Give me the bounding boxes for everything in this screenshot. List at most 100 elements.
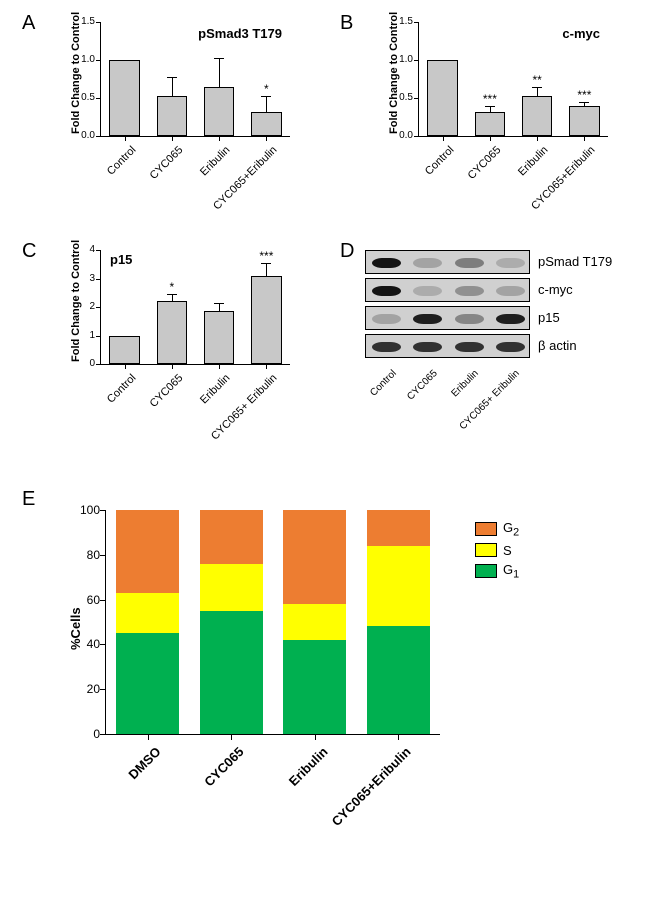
stack-segment-g2	[367, 510, 430, 546]
ytick-label: 1	[71, 330, 95, 341]
ytick-label: 0.0	[71, 130, 95, 141]
ytick-label: 0	[72, 727, 100, 741]
panel-c: p15 Fold Change to Control 01234Control*…	[80, 250, 290, 365]
legend-item-s: S	[475, 543, 519, 558]
panel-label-c: C	[22, 240, 36, 263]
stack-segment-s	[283, 604, 346, 640]
blot-lane-label: CYC065+ Eribulin	[447, 368, 522, 443]
ytick-label: 0.5	[71, 92, 95, 103]
blot-band	[372, 286, 401, 297]
significance-marker: *	[157, 280, 188, 294]
panel-b: c-myc Fold Change to Control 0.00.51.01.…	[398, 22, 608, 137]
ytick-label: 20	[72, 682, 100, 696]
stack-segment-g1	[283, 640, 346, 734]
stack-segment-s	[367, 546, 430, 627]
bar	[204, 87, 235, 136]
ytick-label: 60	[72, 593, 100, 607]
panel-label-e: E	[22, 488, 35, 511]
legend-label: G2	[503, 520, 519, 539]
ytick-label: 3	[71, 273, 95, 284]
ytick-label: 1.0	[71, 54, 95, 65]
bar	[251, 276, 282, 364]
ytick-label: 2	[71, 301, 95, 312]
xtick-label: CYC065+Eribulin	[322, 744, 414, 836]
blot-band	[455, 258, 484, 269]
bar	[157, 301, 188, 364]
significance-marker: **	[522, 73, 553, 87]
blot-row-label: c-myc	[538, 282, 573, 297]
bar	[251, 112, 282, 136]
legend-item-g2: G2	[475, 520, 519, 539]
blot-band	[372, 258, 401, 269]
significance-marker: ***	[475, 92, 506, 106]
stack-segment-g1	[200, 611, 263, 734]
blot-row	[365, 250, 530, 274]
panel-label-b: B	[340, 12, 353, 35]
stack-segment-g2	[200, 510, 263, 564]
blot-row-label: β actin	[538, 338, 577, 353]
blot-lane-label: Control	[323, 368, 398, 443]
panel-e: %Cells 020406080100DMSOCYC065EribulinCYC…	[80, 510, 580, 735]
legend-item-g1: G1	[475, 562, 519, 581]
panel-label-a: A	[22, 12, 35, 35]
blot-band	[455, 286, 484, 297]
ytick-label: 0	[71, 358, 95, 369]
blot-row	[365, 306, 530, 330]
ytick-label: 0.0	[389, 130, 413, 141]
bar	[427, 60, 458, 136]
stack-segment-g2	[116, 510, 179, 593]
panel-b-ylabel: Fold Change to Control	[388, 12, 400, 134]
bar	[157, 96, 188, 136]
blot-band	[372, 342, 401, 353]
legend-label: S	[503, 543, 512, 558]
panel-a: pSmad3 T179 Fold Change to Control 0.00.…	[80, 22, 290, 137]
ytick-label: 80	[72, 548, 100, 562]
significance-marker: *	[251, 82, 282, 96]
panel-label-d: D	[340, 240, 354, 263]
blot-band	[413, 314, 442, 325]
bar	[109, 60, 140, 136]
blot-row	[365, 278, 530, 302]
ytick-label: 1.0	[389, 54, 413, 65]
bar	[475, 112, 506, 136]
stack-segment-s	[200, 564, 263, 611]
panel-e-legend: G2 S G1	[475, 520, 519, 584]
blot-band	[496, 342, 525, 353]
blot-band	[496, 286, 525, 297]
legend-label: G1	[503, 562, 519, 581]
ytick-label: 1.5	[71, 16, 95, 27]
bar	[109, 336, 140, 365]
blot-row-label: p15	[538, 310, 560, 325]
blot-band	[455, 342, 484, 353]
legend-swatch	[475, 564, 497, 578]
xtick-label: DMSO	[71, 744, 163, 836]
xtick-label: CYC065	[155, 744, 247, 836]
bar	[204, 311, 235, 364]
ytick-label: 4	[71, 244, 95, 255]
stack-segment-g2	[283, 510, 346, 604]
blot-band	[413, 342, 442, 353]
blot-lane-label: Eribulin	[406, 368, 481, 443]
blot-lane-label: CYC065	[365, 368, 440, 443]
blot-band	[496, 258, 525, 269]
ytick-label: 40	[72, 637, 100, 651]
blot-band	[372, 314, 401, 325]
stack-segment-s	[116, 593, 179, 633]
panel-a-ylabel: Fold Change to Control	[70, 12, 82, 134]
ytick-label: 0.5	[389, 92, 413, 103]
blot-row	[365, 334, 530, 358]
blot-band	[413, 258, 442, 269]
blot-band	[413, 286, 442, 297]
blot-band	[455, 314, 484, 325]
legend-swatch	[475, 522, 497, 536]
stack-segment-g1	[116, 633, 179, 734]
xtick-label: Eribulin	[238, 744, 330, 836]
legend-swatch	[475, 543, 497, 557]
blot-row-label: pSmad T179	[538, 254, 612, 269]
panel-d: pSmad T179c-mycp15β actinControlCYC065Er…	[365, 250, 645, 420]
stack-segment-g1	[367, 626, 430, 734]
ytick-label: 100	[72, 503, 100, 517]
significance-marker: ***	[569, 88, 600, 102]
bar	[569, 106, 600, 136]
ytick-label: 1.5	[389, 16, 413, 27]
